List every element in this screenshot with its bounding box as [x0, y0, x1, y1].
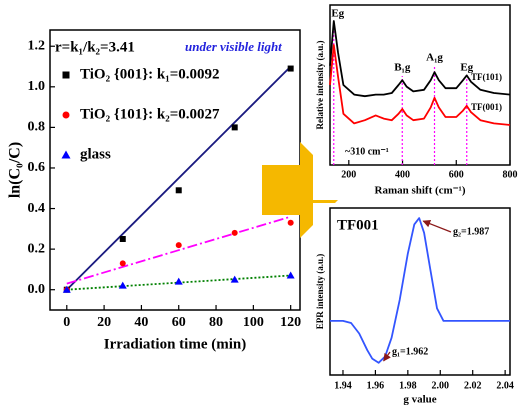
epr-chart: 1.94 1.96 1.98 2.00 2.02 2.04 g value EPR inten… — [315, 207, 514, 406]
peak-label: A₁g — [426, 52, 443, 64]
annotation-arrow — [422, 220, 452, 233]
legend-label: glass — [80, 146, 111, 162]
point — [231, 229, 238, 236]
y-axis-label: EPR intensity (a.u.) — [315, 254, 325, 330]
legend-marker — [62, 111, 70, 119]
point — [287, 65, 294, 72]
peak-label: Eg — [331, 8, 344, 20]
legend-label: TiO₂ {101}: k₂=0.0027 — [80, 106, 220, 122]
legend-label: TiO₂ {001}: k₁=0.0092 — [80, 66, 220, 82]
x-tick-label: 800 — [503, 169, 518, 180]
x-tick-label: 2.04 — [496, 380, 514, 391]
x-tick-label: 400 — [395, 169, 410, 180]
plot-frame — [329, 207, 511, 376]
y-tick-label: 0.8 — [28, 120, 46, 135]
annotation: g₂=1.987 — [453, 226, 489, 237]
point — [62, 285, 71, 293]
x-tick-label: 0 — [63, 315, 70, 330]
y-tick-label: 0.2 — [28, 241, 46, 256]
panel-title: TF001 — [337, 217, 379, 233]
series-label: TF(101) — [471, 72, 502, 82]
point — [119, 235, 126, 242]
fit-line — [66, 215, 291, 285]
y-tick-label: 0.0 — [28, 282, 46, 297]
point — [175, 242, 182, 249]
annotation: r=k₁/k₂=3.41 — [55, 39, 135, 55]
peak-label: Eg — [460, 62, 473, 74]
y-tick-label: 0.6 — [28, 160, 46, 175]
point — [230, 275, 239, 283]
epr-panel — [313, 203, 520, 408]
x-tick-label: 1.94 — [334, 380, 352, 391]
annotation: under visible light — [185, 39, 282, 54]
annotation-arrow — [383, 351, 391, 362]
arrow — [262, 142, 348, 238]
point — [286, 271, 295, 279]
raman-chart: 200 400 600 800 Raman shift (cm⁻¹) Relative i… — [315, 4, 518, 197]
point — [174, 277, 183, 285]
x-tick-label: 40 — [134, 315, 148, 330]
x-tick-label: 2.02 — [464, 380, 482, 391]
series-line — [330, 217, 510, 364]
x-tick-label: 600 — [449, 169, 464, 180]
peak-label: B₁g — [394, 62, 411, 74]
x-tick-label: 120 — [280, 315, 301, 330]
x-tick-label: 20 — [97, 315, 111, 330]
x-tick-label: 1.98 — [399, 380, 417, 391]
point — [231, 124, 238, 131]
y-tick-label: 1.0 — [28, 79, 46, 94]
point — [119, 260, 126, 267]
x-tick-label: 1.96 — [367, 380, 385, 391]
fit-line — [66, 65, 292, 291]
rate-chart: 0 20 40 60 80 100 120 0.0 0.2 0.4 0.6 0.8 1.0 1.2 Irra… — [7, 29, 301, 352]
x-axis-label: g value — [403, 394, 436, 406]
annotation: g₁=1.962 — [392, 346, 428, 357]
legend-marker — [62, 71, 70, 79]
series-line — [329, 44, 511, 126]
series-line — [329, 20, 511, 98]
y-axis-label: ln(C₀/C) — [7, 142, 24, 198]
x-tick-label: 2.00 — [432, 380, 450, 391]
point — [175, 187, 182, 194]
annotation: ~310 cm⁻¹ — [345, 146, 389, 157]
y-tick-label: 1.2 — [28, 38, 46, 53]
point — [118, 281, 127, 289]
y-axis-label: Relative intensity (a.u.) — [315, 41, 325, 130]
x-tick-label: 100 — [243, 315, 264, 330]
x-axis-label: Raman shift (cm⁻¹) — [375, 185, 466, 197]
point — [287, 219, 294, 226]
raman-panel — [313, 0, 520, 200]
x-tick-label: 60 — [172, 315, 186, 330]
legend-marker — [61, 150, 71, 159]
x-axis-label: Irradiation time (min) — [104, 336, 246, 352]
x-tick-label: 80 — [209, 315, 223, 330]
x-tick-label: 200 — [341, 169, 356, 180]
y-tick-label: 0.4 — [28, 201, 46, 216]
series-label: TF(001) — [471, 102, 502, 112]
